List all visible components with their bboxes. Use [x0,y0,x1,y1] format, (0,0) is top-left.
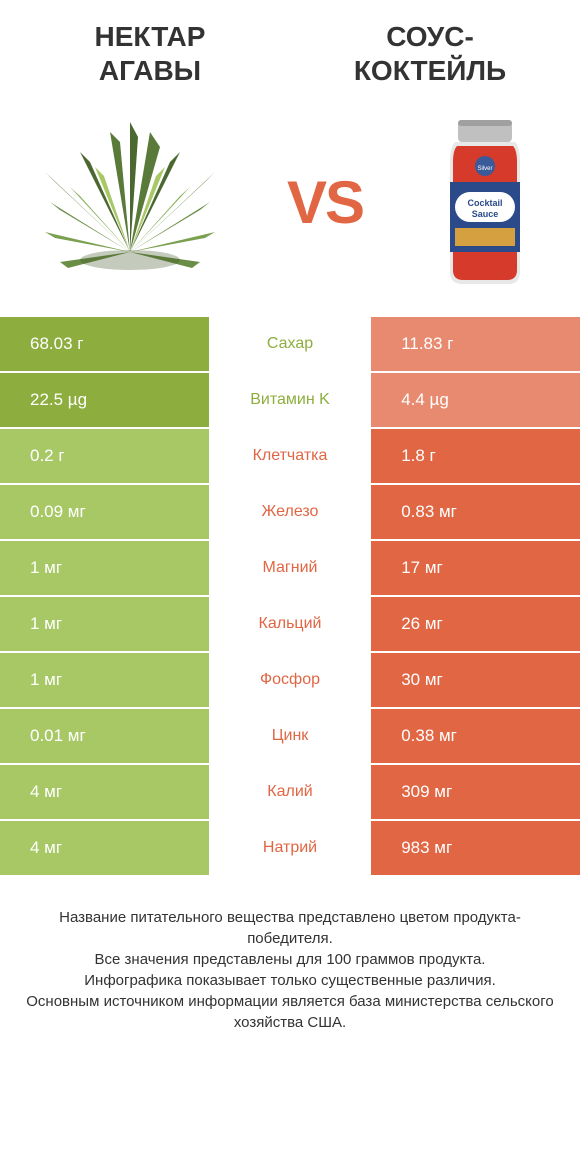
right-value-cell: 983 мг [371,821,580,875]
right-value-cell: 0.83 мг [371,485,580,539]
right-value-cell: 0.38 мг [371,709,580,763]
left-value-cell: 1 мг [0,597,209,651]
nutrient-label: Цинк [209,709,371,763]
footer-notes: Название питательного вещества представл… [0,877,580,1063]
nutrient-label: Железо [209,485,371,539]
table-row: 1 мгКальций26 мг [0,597,580,653]
left-value-cell: 1 мг [0,653,209,707]
nutrient-label: Клетчатка [209,429,371,483]
left-value-cell: 22.5 µg [0,373,209,427]
nutrient-label: Калий [209,765,371,819]
table-row: 0.01 мгЦинк0.38 мг [0,709,580,765]
right-value-cell: 309 мг [371,765,580,819]
footer-line: Название питательного вещества представл… [20,907,560,949]
right-value-cell: 30 мг [371,653,580,707]
table-row: 1 мгФосфор30 мг [0,653,580,709]
footer-line: Все значения представлены для 100 граммо… [20,949,560,970]
svg-text:Cocktail: Cocktail [467,198,502,208]
nutrient-label: Кальций [209,597,371,651]
left-product-title: НЕКТАР АГАВЫ [40,20,260,87]
svg-text:Sauce: Sauce [472,209,499,219]
agave-plant-icon [40,112,220,292]
left-value-cell: 4 мг [0,765,209,819]
cocktail-sauce-jar-icon: Cocktail Sauce Silver [430,112,540,292]
images-row: VS Cocktail Sauce Silver [0,97,580,317]
right-value-cell: 26 мг [371,597,580,651]
right-value-cell: 17 мг [371,541,580,595]
left-value-cell: 68.03 г [0,317,209,371]
left-value-cell: 0.01 мг [0,709,209,763]
nutrient-label: Витамин K [209,373,371,427]
right-product-title: СОУС-КОКТЕЙЛЬ [320,20,540,87]
table-row: 0.09 мгЖелезо0.83 мг [0,485,580,541]
table-row: 4 мгНатрий983 мг [0,821,580,877]
left-value-cell: 0.09 мг [0,485,209,539]
footer-line: Основным источником информации является … [20,991,560,1033]
right-value-cell: 11.83 г [371,317,580,371]
nutrient-label: Натрий [209,821,371,875]
table-row: 1 мгМагний17 мг [0,541,580,597]
left-value-cell: 4 мг [0,821,209,875]
table-row: 4 мгКалий309 мг [0,765,580,821]
nutrient-label: Фосфор [209,653,371,707]
nutrient-label: Магний [209,541,371,595]
comparison-table: 68.03 гСахар11.83 г22.5 µgВитамин K4.4 µ… [0,317,580,877]
vs-label: VS [287,168,363,237]
left-value-cell: 0.2 г [0,429,209,483]
table-row: 0.2 гКлетчатка1.8 г [0,429,580,485]
svg-text:Silver: Silver [477,166,492,172]
right-value-cell: 4.4 µg [371,373,580,427]
table-row: 22.5 µgВитамин K4.4 µg [0,373,580,429]
right-value-cell: 1.8 г [371,429,580,483]
header: НЕКТАР АГАВЫ СОУС-КОКТЕЙЛЬ [0,0,580,97]
nutrient-label: Сахар [209,317,371,371]
footer-line: Инфографика показывает только существенн… [20,970,560,991]
table-row: 68.03 гСахар11.83 г [0,317,580,373]
left-value-cell: 1 мг [0,541,209,595]
